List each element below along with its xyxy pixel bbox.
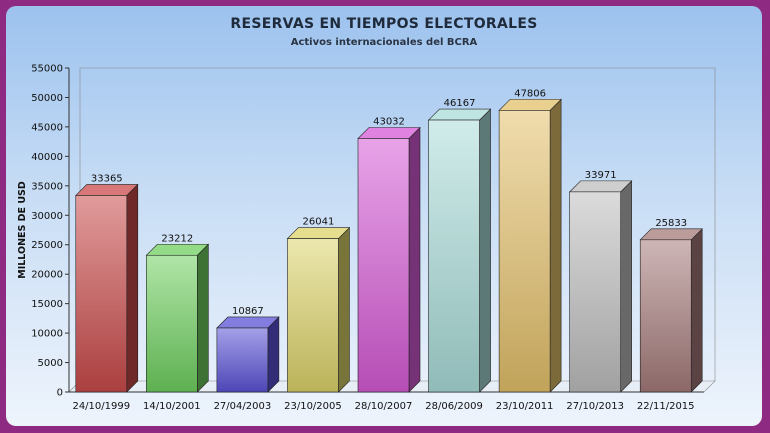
- x-tick-label: 23/10/2005: [284, 401, 342, 412]
- bar: [428, 119, 480, 393]
- data-label: 46167: [444, 98, 476, 109]
- y-tick-label: 15000: [31, 299, 63, 310]
- data-label: 23212: [161, 233, 193, 244]
- y-tick-label: 40000: [31, 152, 63, 163]
- bar: [498, 110, 551, 393]
- chart-title: RESERVAS EN TIEMPOS ELECTORALES: [230, 16, 538, 32]
- y-tick-label: 20000: [31, 270, 63, 281]
- bar-top: [427, 108, 492, 121]
- bar-side: [197, 243, 209, 393]
- bar-top: [639, 228, 703, 241]
- y-tick-label: 55000: [31, 64, 63, 75]
- bar-top: [75, 184, 139, 196]
- y-tick-label: 5000: [38, 358, 63, 369]
- y-tick-label: 25000: [31, 240, 63, 251]
- bar-side: [620, 180, 632, 393]
- bar: [216, 327, 269, 393]
- y-tick-label: 50000: [31, 93, 63, 104]
- data-label: 33971: [585, 170, 617, 181]
- x-tick-label: 28/10/2007: [355, 401, 413, 412]
- chart-frame: RESERVAS EN TIEMPOS ELECTORALES Activos …: [6, 6, 762, 426]
- y-tick-label: 35000: [31, 181, 63, 192]
- data-label: 33365: [91, 173, 123, 184]
- bar-chart: 0 5000 10000 15000 20000 25000 30000 35000 40000…: [17, 64, 716, 412]
- bar-side: [126, 183, 139, 393]
- x-tick-label: 24/10/1999: [72, 401, 130, 412]
- chart-subtitle: Activos internacionales del BCRA: [290, 37, 478, 48]
- x-tick-label: 14/10/2001: [143, 401, 201, 412]
- x-tick-label: 22/11/2015: [637, 401, 695, 412]
- data-label: 43032: [373, 117, 405, 128]
- y-tick-label: 0: [57, 388, 63, 399]
- bar: [287, 238, 339, 393]
- bar: [357, 138, 410, 393]
- bar: [75, 195, 128, 393]
- bar: [569, 191, 621, 393]
- bar-side: [690, 228, 703, 393]
- bar-side: [267, 316, 280, 393]
- bar-side: [479, 108, 491, 393]
- bar-top: [498, 99, 562, 111]
- bar-top: [286, 227, 351, 239]
- x-tick-label: 28/06/2009: [425, 401, 483, 412]
- y-tick-label: 45000: [31, 122, 63, 133]
- x-tick-label: 27/10/2013: [566, 401, 624, 412]
- bar-top: [568, 180, 633, 193]
- data-label: 47806: [514, 88, 546, 99]
- x-tick-label: 23/10/2011: [496, 401, 554, 412]
- bar-top: [357, 127, 421, 139]
- bar-top: [216, 316, 280, 329]
- y-tick-label: 30000: [31, 211, 63, 222]
- x-tick-label: 27/04/2003: [214, 401, 272, 412]
- data-label: 26041: [303, 217, 335, 228]
- bar-side: [338, 226, 350, 393]
- bar-top: [145, 243, 210, 256]
- bar: [639, 239, 692, 393]
- y-tick-label: 10000: [31, 329, 63, 340]
- bar-side: [408, 126, 421, 393]
- data-label: 25833: [655, 218, 687, 229]
- bar-side: [549, 98, 562, 393]
- bar: [146, 254, 198, 393]
- data-label: 10867: [232, 306, 264, 317]
- y-axis-title: MILLONES DE USD: [17, 181, 28, 279]
